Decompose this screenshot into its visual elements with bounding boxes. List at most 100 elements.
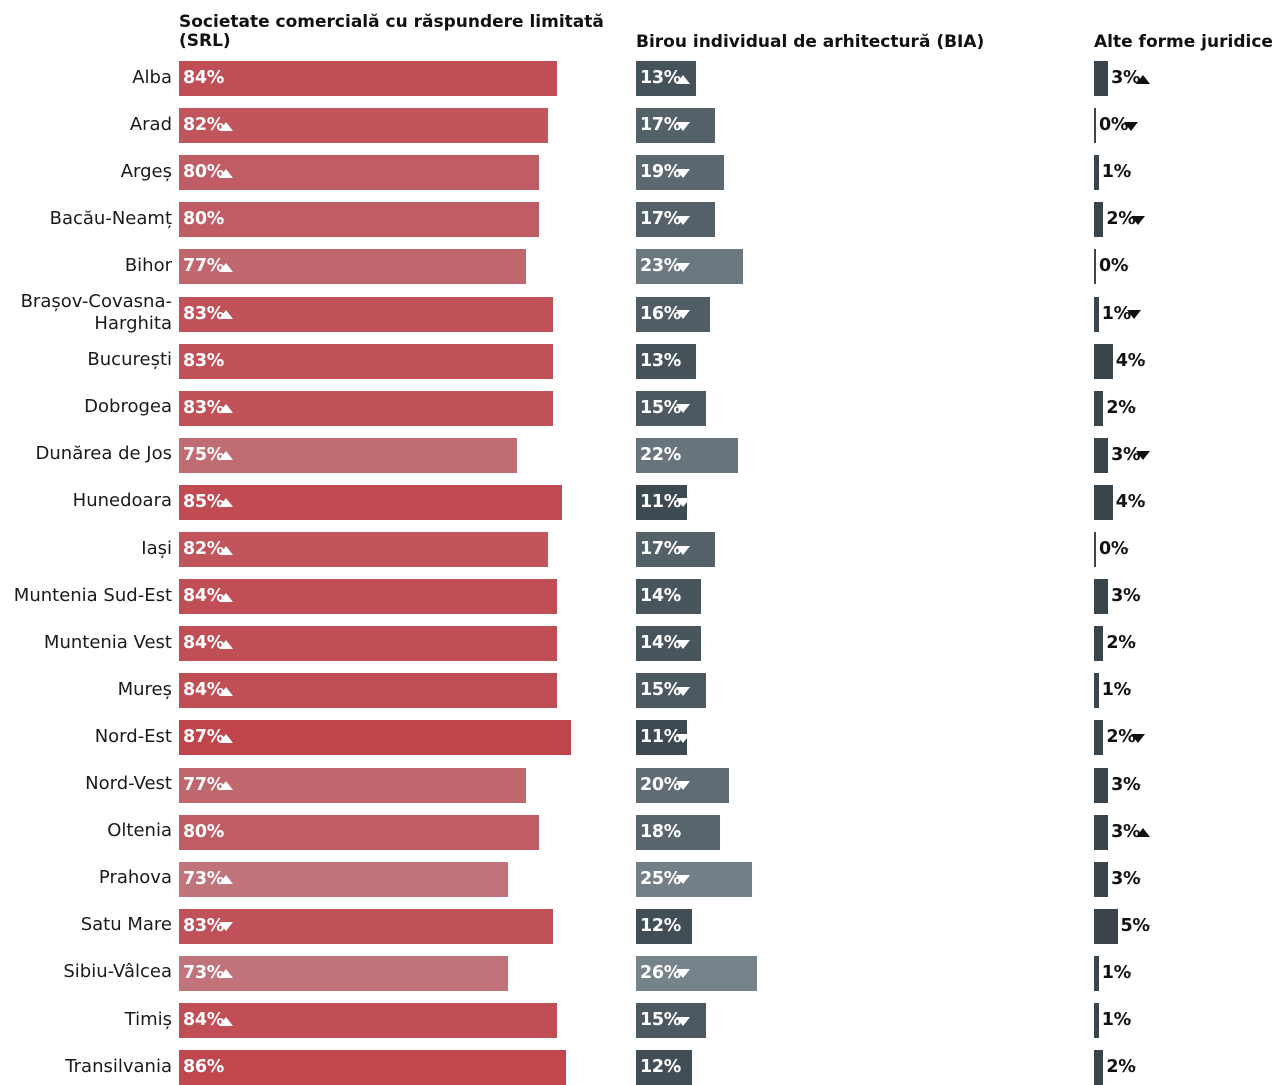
- bar: [1094, 955, 1099, 991]
- value-label: 1%: [1101, 680, 1131, 701]
- value-label: 22%: [640, 444, 681, 465]
- unit-label: %: [663, 539, 682, 559]
- trend-up-icon: [218, 592, 233, 602]
- bar: [636, 437, 739, 473]
- unit-label: %: [663, 727, 682, 748]
- bar: [1094, 202, 1104, 238]
- unit-label: %: [663, 1010, 682, 1030]
- value-label: 12%: [640, 1057, 682, 1078]
- value-label: 2%: [1106, 397, 1136, 418]
- bar: [179, 108, 548, 144]
- column-title: (SRL): [179, 31, 231, 51]
- bar: [1094, 767, 1109, 803]
- trend-down-icon: [675, 168, 690, 178]
- trend-flat: -: [1131, 635, 1137, 652]
- unit-label: %: [1122, 821, 1141, 842]
- trend-down-icon: [675, 310, 690, 319]
- unit-label: %: [1113, 162, 1132, 183]
- unit-label: %: [206, 821, 225, 842]
- bar: [179, 579, 557, 615]
- unit-label: %: [206, 350, 225, 371]
- bar: [1094, 579, 1109, 615]
- bar: [1094, 673, 1099, 709]
- value-label: 1%: [1101, 303, 1131, 324]
- unit-label: %: [1132, 915, 1150, 936]
- region-label: Alba: [132, 66, 172, 88]
- value-label: 2%: [1106, 633, 1136, 654]
- unit-label: %: [1122, 774, 1141, 795]
- trend-up-icon: [218, 733, 233, 743]
- unit-label: %: [663, 256, 682, 277]
- trend-up-icon: [675, 74, 690, 84]
- region-label: Muntenia Sud-Est: [13, 584, 172, 606]
- value-label: 2%: [1106, 209, 1136, 230]
- bar: [1094, 61, 1109, 96]
- trend-down-icon: [218, 922, 233, 932]
- bar: [179, 202, 539, 238]
- trend-flat: -: [675, 588, 681, 605]
- unit-label: %: [663, 1057, 682, 1078]
- value-label: 77%: [183, 774, 224, 795]
- unit-label: %: [663, 209, 682, 230]
- value-label: 15%: [640, 680, 681, 701]
- bar: [636, 673, 706, 709]
- trend-down-icon: [675, 875, 690, 885]
- value-label: 11%: [640, 727, 682, 748]
- unit-label: %: [663, 821, 682, 842]
- value-label: 1%: [1101, 962, 1131, 983]
- value-label: 5%: [1120, 915, 1150, 936]
- value-label: 80%: [183, 209, 224, 230]
- trend-flat: -: [1140, 352, 1146, 369]
- bar: [1094, 390, 1104, 426]
- region-label: Nord-Est: [94, 725, 172, 747]
- trend-flat: -: [1131, 1059, 1137, 1076]
- unit-label: %: [663, 397, 682, 418]
- value-label: 0%: [1099, 115, 1129, 136]
- value-label: 11%: [640, 491, 681, 512]
- bar: [179, 908, 553, 944]
- unit-label: %: [663, 774, 682, 795]
- region-label: Dunărea de Jos: [35, 443, 172, 465]
- value-label: 4%: [1115, 491, 1146, 512]
- trend-down-icon: [1126, 310, 1141, 319]
- unit-label: %: [1127, 350, 1146, 371]
- unit-label: %: [206, 1057, 225, 1078]
- bar: [179, 343, 553, 379]
- bar: [179, 484, 562, 520]
- region-label: Hunedoara: [72, 490, 172, 512]
- bar: [636, 249, 743, 285]
- trend-down-icon: [675, 215, 690, 225]
- column-title: Birou individual de arhitectură (BIA): [636, 32, 985, 52]
- bar: [1094, 532, 1096, 567]
- bar: [179, 673, 557, 709]
- trend-down-icon: [1136, 451, 1151, 461]
- bar: [636, 390, 706, 426]
- unit-label: %: [663, 915, 682, 936]
- bar: [179, 1003, 557, 1038]
- unit-label: %: [1122, 868, 1141, 889]
- bar: [179, 61, 557, 96]
- bar: [636, 626, 702, 662]
- trend-down-icon: [675, 121, 690, 131]
- value-label: 84%: [183, 68, 224, 88]
- bar: [636, 532, 716, 567]
- unit-label: %: [1113, 1010, 1132, 1030]
- region-label: Dobrogea: [84, 396, 172, 418]
- value-label: 23%: [640, 256, 682, 277]
- unit-label: %: [1127, 491, 1146, 512]
- bar: [179, 532, 548, 567]
- value-label: 3%: [1111, 821, 1141, 842]
- unit-label: %: [1110, 539, 1129, 559]
- trend-flat: -: [1136, 776, 1142, 793]
- region-label: Oltenia: [107, 820, 172, 842]
- trend-up-icon: [218, 639, 233, 649]
- bar: [179, 155, 539, 191]
- trend-up-icon: [218, 451, 233, 461]
- value-label: 1%: [1101, 1010, 1132, 1030]
- unit-label: %: [1118, 397, 1136, 418]
- region-label: Nord-Vest: [85, 773, 172, 794]
- bar: [636, 861, 753, 897]
- unit-label: %: [663, 115, 682, 136]
- bar: [179, 296, 553, 332]
- bar: [636, 908, 692, 944]
